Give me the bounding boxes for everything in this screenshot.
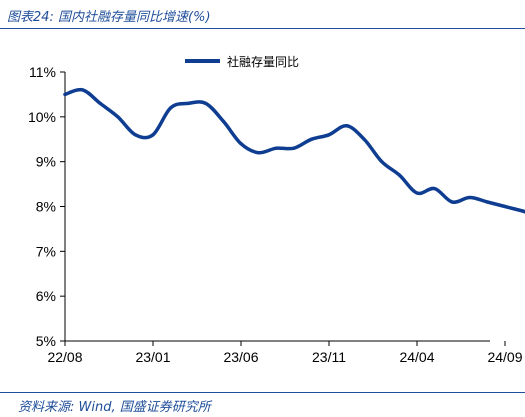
- data-point: [380, 160, 384, 164]
- legend-label: 社融存量同比: [227, 54, 299, 69]
- data-point: [257, 151, 261, 155]
- x-tick-label: 22/08: [47, 349, 82, 365]
- data-point: [345, 124, 349, 128]
- data-point: [503, 204, 507, 209]
- data-point: [274, 146, 278, 150]
- data-point: [63, 92, 67, 96]
- data-point: [292, 146, 296, 150]
- y-tick-label: 8%: [36, 199, 56, 215]
- y-tick-label: 6%: [36, 288, 56, 304]
- data-point: [169, 106, 173, 110]
- data-point: [133, 133, 137, 137]
- y-tick-label: 11%: [29, 64, 56, 80]
- data-point: [485, 200, 489, 204]
- data-point: [433, 187, 437, 191]
- data-point: [204, 101, 208, 105]
- data-point: [415, 191, 419, 195]
- y-tick-label: 7%: [36, 243, 56, 259]
- data-point: [116, 115, 120, 119]
- y-tick-label: 10%: [28, 109, 56, 125]
- data-point: [81, 88, 85, 92]
- data-point: [468, 195, 472, 200]
- x-tick-label: 23/01: [135, 349, 170, 365]
- line-chart: 5% 6% 7% 8% 9% 10% 11% 22/08 23/01 23/06 23/11 24/…: [28, 54, 525, 365]
- top-rule: [0, 28, 525, 29]
- data-point: [309, 137, 313, 141]
- chart-legend: 社融存量同比: [185, 54, 299, 69]
- data-point: [327, 133, 331, 137]
- x-tick-label: 24/09: [487, 349, 522, 365]
- x-tick-label: 23/11: [312, 349, 346, 365]
- data-point: [98, 101, 102, 105]
- data-point: [221, 119, 225, 123]
- x-tick-label: 23/06: [223, 349, 258, 365]
- y-tick-label: 5%: [36, 333, 56, 349]
- x-tick-label: 24/04: [399, 349, 434, 365]
- data-point: [397, 173, 401, 177]
- bottom-rule: [0, 392, 525, 393]
- data-point: [186, 101, 190, 105]
- data-point: [450, 200, 454, 204]
- data-point: [362, 137, 366, 141]
- chart-series: [63, 87, 525, 214]
- chart-axes: [64, 72, 490, 342]
- y-axis-ticks: 5% 6% 7% 8% 9% 10% 11%: [28, 64, 65, 349]
- figure-caption: 图表24: 国内社融存量同比增速(%): [7, 10, 211, 25]
- source-note: 资料来源: Wind, 国盛证券研究所: [18, 400, 211, 415]
- series-line: [63, 87, 525, 214]
- y-tick-label: 9%: [36, 154, 56, 170]
- data-point: [521, 209, 525, 213]
- data-point: [239, 142, 243, 146]
- data-point: [151, 133, 155, 137]
